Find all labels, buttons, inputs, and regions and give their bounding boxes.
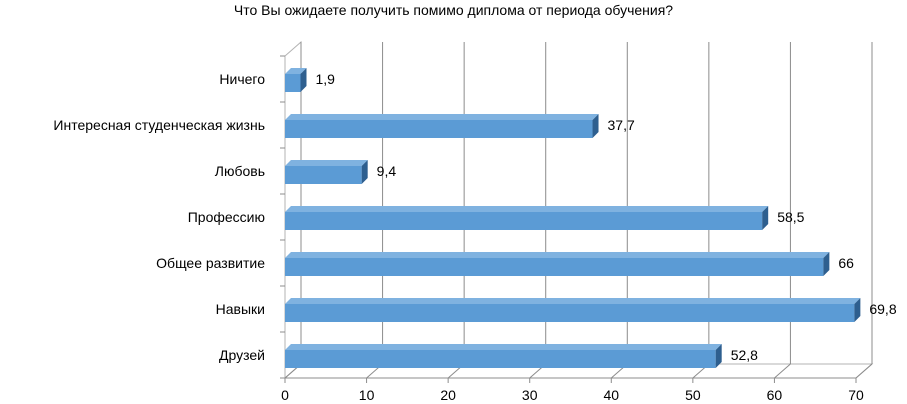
floor-gridline [774,363,791,379]
chart-title: Что Вы ожидаете получить помимо диплома … [233,2,674,18]
bar-top-face [285,344,722,350]
data-label: 58,5 [777,209,804,225]
bar-side-face [361,160,368,184]
bar [285,212,763,230]
category-label: Общее развитие [156,255,265,271]
data-label: 69,8 [869,301,896,317]
data-label: 66 [838,255,854,271]
bar-side-face [300,68,307,92]
category-label: Интересная студенческая жизнь [53,117,265,133]
category-label: Друзей [219,347,265,363]
bar-side-face [592,114,599,138]
bar-side-face [823,252,830,276]
bar-top-face [285,114,599,120]
floor-gridline [855,363,873,379]
bar [285,166,362,184]
bar-side-face [762,206,769,230]
data-label: 9,4 [377,163,397,179]
x-tick-label: 20 [440,387,456,403]
bar-side-face [715,344,722,368]
bar-top-face [285,252,830,258]
x-tick-label: 10 [359,387,375,403]
category-label: Навыки [216,301,265,317]
x-tick-label: 30 [522,387,538,403]
category-label: Профессию [188,209,265,225]
bar [285,304,855,322]
bar [285,350,716,368]
bar-side-face [854,298,861,322]
bar-top-face [285,68,307,74]
data-label: 52,8 [731,347,758,363]
bar [285,120,593,138]
bar [285,258,824,276]
data-label: 1,9 [315,71,335,87]
bar [285,74,301,92]
x-tick-label: 70 [848,387,864,403]
category-label: Любовь [215,163,265,179]
bar-top-face [285,206,769,212]
x-tick-label: 60 [767,387,783,403]
bar-top-face [285,298,861,304]
x-tick-label: 0 [281,387,289,403]
bar-top-face [285,160,368,166]
category-label: Ничего [219,71,265,87]
x-tick-label: 50 [685,387,701,403]
x-tick-label: 40 [603,387,619,403]
data-label: 37,7 [608,117,635,133]
